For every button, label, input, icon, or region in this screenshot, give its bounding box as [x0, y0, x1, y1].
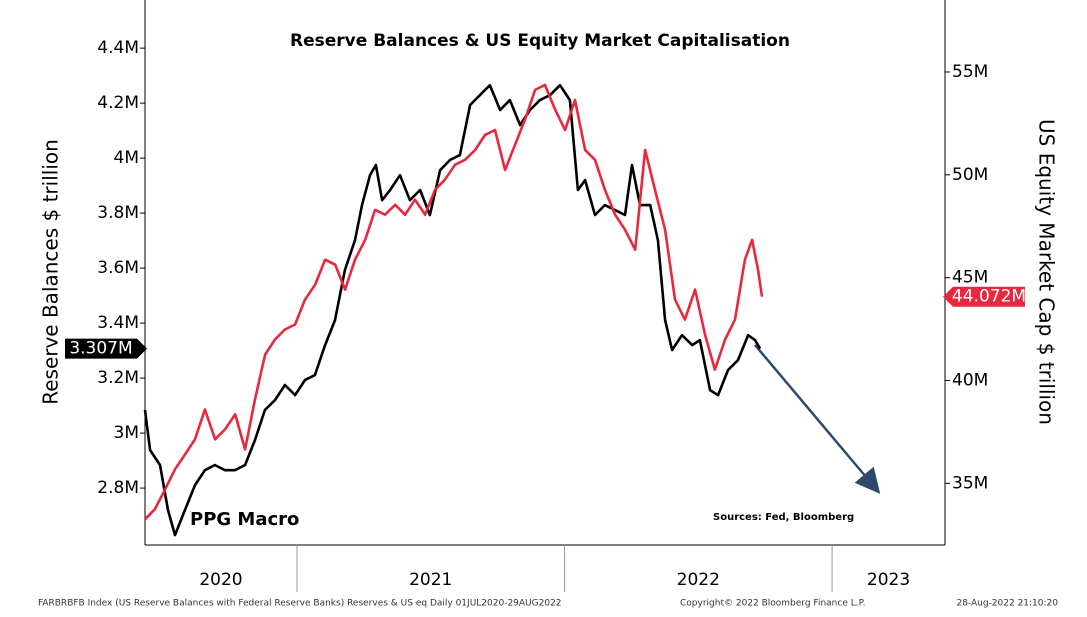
y2-tick-label: 35M: [952, 473, 988, 493]
y2-tick-label: 40M: [952, 370, 988, 390]
y-tick-label: 3.4M: [97, 313, 139, 333]
y-tick-label: 4M: [114, 148, 139, 168]
source-note: Sources: Fed, Bloomberg: [713, 512, 854, 523]
y-tick-label: 2.8M: [97, 478, 139, 498]
watermark: PPG Macro: [190, 509, 299, 530]
y2-tick-label: 50M: [952, 165, 988, 185]
y-tick-label: 4.4M: [97, 38, 139, 58]
series-line: [143, 83, 762, 537]
y-tick-label: 4.2M: [97, 93, 139, 113]
chart-title: Reserve Balances & US Equity Market Capi…: [290, 31, 790, 51]
y-tick-label: 3.6M: [97, 258, 139, 278]
y2-tick-label: 55M: [952, 62, 988, 82]
y-tick-label: 3.8M: [97, 203, 139, 223]
y2-tick-label: 45M: [952, 268, 988, 288]
y2-axis-label: US Equity Market Cap $ trillion: [1035, 119, 1059, 425]
y-tick-label: 3.2M: [97, 368, 139, 388]
series-line: [144, 83, 764, 521]
arrow: [754, 344, 881, 494]
x-year-label: 2021: [409, 570, 452, 590]
last-value-badge: [943, 286, 1025, 307]
last-value-label: 44.072M: [952, 287, 1026, 307]
last-value-label: 3.307M: [69, 339, 132, 359]
footer-center: Copyright© 2022 Bloomberg Finance L.P.: [680, 599, 865, 609]
x-year-label: 2020: [199, 570, 242, 590]
footer-right: 28-Aug-2022 21:10:20: [956, 599, 1058, 609]
x-year-label: 2022: [677, 570, 720, 590]
footer-left: FARBRBFB Index (US Reserve Balances with…: [38, 599, 562, 609]
last-value-badge: [65, 338, 147, 359]
x-year-label: 2023: [867, 570, 910, 590]
y-tick-label: 3M: [114, 423, 139, 443]
y-axis-label: Reserve Balances $ trillion: [39, 139, 63, 405]
